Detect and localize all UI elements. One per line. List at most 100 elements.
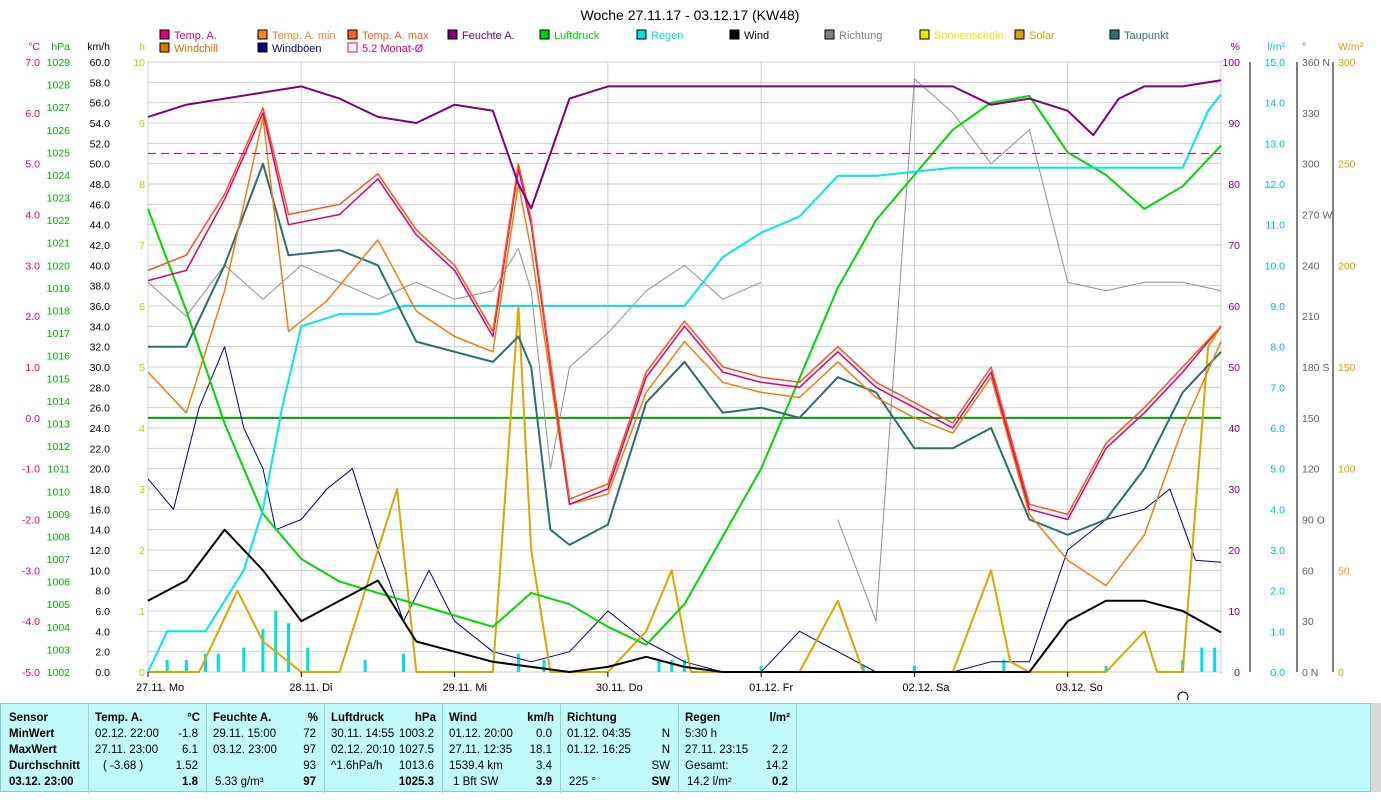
axis-tick-rain: 7.0 bbox=[1270, 382, 1285, 394]
weather-chart: Woche 27.11.17 - 03.12.17 (KW48) Temp. A… bbox=[22, 7, 1364, 700]
axis-tick-sun: 7 bbox=[139, 240, 145, 252]
axis-tick-pressure: 1019 bbox=[47, 283, 71, 295]
axis-tick-wind: 26.0 bbox=[90, 403, 111, 415]
axis-tick-sun: 4 bbox=[139, 423, 145, 435]
rain-bar bbox=[516, 653, 520, 672]
axis-unit-sun: h bbox=[139, 41, 145, 53]
rain-bar bbox=[184, 659, 188, 672]
axis-unit-humidity: % bbox=[1231, 41, 1240, 53]
axis-tick-rain: 12.0 bbox=[1265, 179, 1286, 191]
axis-tick-pressure: 1014 bbox=[47, 396, 71, 408]
axis-tick-wind: 36.0 bbox=[90, 301, 111, 313]
legend-swatch bbox=[636, 29, 647, 40]
rain-bar bbox=[759, 665, 763, 672]
axis-tick-humidity: 20 bbox=[1228, 545, 1240, 557]
axis-tick-pressure: 1022 bbox=[47, 215, 71, 227]
axis-unit-temp: °C bbox=[28, 41, 40, 53]
axis-tick-rain: 4.0 bbox=[1270, 504, 1285, 516]
axis-unit-pressure: hPa bbox=[51, 41, 70, 53]
axis-tick-rain: 5.0 bbox=[1270, 464, 1285, 476]
axis-tick-humidity: 40 bbox=[1228, 423, 1240, 435]
vertical-scrollbar[interactable] bbox=[1371, 703, 1381, 792]
axis-tick-humidity: 60 bbox=[1228, 301, 1240, 313]
axis-tick-pressure: 1021 bbox=[47, 238, 71, 250]
axis-tick-pressure: 1006 bbox=[47, 577, 71, 589]
axis-tick-pressure: 1017 bbox=[47, 328, 71, 340]
axis-tick-rain: 6.0 bbox=[1270, 423, 1285, 435]
axis-tick-pressure: 1008 bbox=[47, 531, 71, 543]
statistics-table: Sensor MinWert MaxWert Durchschnitt 03.1… bbox=[0, 703, 1371, 793]
axis-tick-temp: 1.0 bbox=[25, 362, 40, 374]
axis-tick-humidity: 0 bbox=[1234, 667, 1240, 679]
axis-tick-temp: -3.0 bbox=[22, 565, 40, 577]
rain-bar bbox=[261, 629, 265, 672]
col-feuchte: Feuchte A.% 29.11. 15:00 72 03.12. 23:00 9… bbox=[207, 704, 325, 793]
axis-tick-direction: 120 bbox=[1302, 464, 1320, 476]
axis-tick-wind: 50.0 bbox=[90, 159, 111, 171]
axis-tick-wind: 46.0 bbox=[90, 199, 111, 211]
axis-tick-temp: -4.0 bbox=[22, 616, 40, 628]
axis-tick-wind: 34.0 bbox=[90, 321, 111, 333]
legend-label: Solar bbox=[1029, 30, 1055, 42]
axis-tick-rain: 2.0 bbox=[1270, 586, 1285, 598]
axis-tick-pressure: 1012 bbox=[47, 441, 71, 453]
rain-bar bbox=[1002, 659, 1006, 672]
axis-tick-pressure: 1004 bbox=[47, 622, 71, 634]
axis-tick-pressure: 1002 bbox=[47, 667, 71, 679]
legend-label: Taupunkt bbox=[1124, 30, 1169, 42]
axis-tick-solar: 0 bbox=[1338, 667, 1344, 679]
axis-tick-pressure: 1028 bbox=[47, 80, 71, 92]
axis-tick-temp: -2.0 bbox=[22, 515, 40, 527]
rain-bar bbox=[670, 659, 674, 672]
axis-tick-wind: 22.0 bbox=[90, 443, 111, 455]
legend-label: Feuchte A. bbox=[462, 30, 515, 42]
axis-tick-wind: 28.0 bbox=[90, 382, 111, 394]
legend-swatch bbox=[447, 29, 458, 40]
axis-tick-sun: 1 bbox=[139, 606, 145, 618]
col-regen: Regen l/m² 5:30 h 27.11. 23:15 2.2 Gesamt:… bbox=[679, 704, 797, 793]
axis-tick-direction: 0 N bbox=[1302, 667, 1318, 679]
rain-bar bbox=[287, 623, 291, 672]
axis-unit-direction: ° bbox=[1302, 41, 1306, 53]
axis-tick-solar: 250 bbox=[1338, 159, 1356, 171]
time-cursor-marker[interactable] bbox=[1177, 691, 1189, 700]
axis-tick-pressure: 1023 bbox=[47, 193, 71, 205]
axis-tick-direction: 30 bbox=[1302, 616, 1314, 628]
axis-tick-rain: 9.0 bbox=[1270, 301, 1285, 313]
rain-bar bbox=[165, 659, 169, 672]
chart-title: Woche 27.11.17 - 03.12.17 (KW48) bbox=[581, 7, 800, 23]
axis-tick-direction: 240 bbox=[1302, 260, 1320, 272]
axis-tick-rain: 10.0 bbox=[1265, 260, 1286, 272]
col-wind: Wind km/h 01.12. 20:00 0.0 27.11. 12:35 18.… bbox=[443, 704, 561, 793]
axis-tick-humidity: 90 bbox=[1228, 118, 1240, 130]
axis-tick-wind: 24.0 bbox=[90, 423, 111, 435]
rain-bar bbox=[1213, 647, 1217, 672]
legend-swatch bbox=[159, 29, 170, 40]
legend-label: Temp. A. min bbox=[272, 30, 336, 42]
axis-tick-pressure: 1025 bbox=[47, 147, 71, 159]
axis-tick-sun: 5 bbox=[139, 362, 145, 374]
axis-tick-pressure: 1013 bbox=[47, 418, 71, 430]
axis-tick-sun: 9 bbox=[139, 118, 145, 130]
axis-tick-wind: 52.0 bbox=[90, 138, 111, 150]
axis-tick-direction: 330 bbox=[1302, 108, 1320, 120]
axis-tick-humidity: 30 bbox=[1228, 484, 1240, 496]
axis-tick-humidity: 10 bbox=[1228, 606, 1240, 618]
axis-tick-wind: 44.0 bbox=[90, 220, 111, 232]
axis-tick-sun: 0 bbox=[139, 667, 145, 679]
rain-bar bbox=[306, 647, 310, 672]
legend-label: Regen bbox=[651, 30, 683, 42]
rain-bar bbox=[542, 659, 546, 672]
axis-tick-pressure: 1016 bbox=[47, 351, 71, 363]
axis-tick-solar: 50 bbox=[1338, 565, 1350, 577]
axis-tick-wind: 60.0 bbox=[90, 57, 111, 69]
axis-tick-rain: 3.0 bbox=[1270, 545, 1285, 557]
col-sensor: Sensor MinWert MaxWert Durchschnitt 03.1… bbox=[1, 704, 89, 793]
axis-tick-pressure: 1026 bbox=[47, 125, 71, 137]
rain-bar bbox=[363, 659, 367, 672]
legend-swatch bbox=[919, 29, 930, 40]
axis-tick-rain: 11.0 bbox=[1265, 220, 1285, 232]
legend-label: Windchill bbox=[174, 43, 218, 55]
axis-tick-wind: 42.0 bbox=[90, 240, 111, 252]
axis-tick-wind: 48.0 bbox=[90, 179, 111, 191]
